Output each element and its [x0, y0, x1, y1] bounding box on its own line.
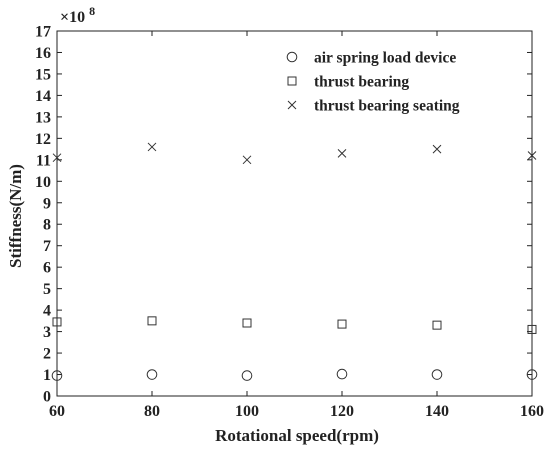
- series-square: [52, 316, 537, 334]
- y-tick-label: 1: [43, 367, 51, 384]
- legend: air spring load device thrust bearing thru…: [286, 50, 460, 115]
- x-tick-label: 100: [235, 403, 259, 420]
- data-point-circle: [431, 369, 443, 380]
- axes-layer: 60 80 100 120 140 160012345678910111213141516…: [35, 24, 544, 421]
- y-tick-label: 14: [35, 88, 51, 105]
- y-tick-label: 3: [43, 324, 51, 341]
- data-point-cross: [147, 142, 157, 152]
- y-tick-label: 11: [36, 152, 51, 169]
- legend-label: thrust bearing seating: [314, 98, 460, 115]
- y-axis-multiplier-base: ×10: [60, 9, 85, 26]
- data-point-square: [527, 324, 537, 334]
- x-tick-label: 160: [520, 403, 544, 420]
- y-tick-label: 7: [43, 238, 51, 255]
- plot-frame: [56, 30, 533, 397]
- data-point-circle: [241, 370, 253, 381]
- y-tick-label: 13: [35, 109, 51, 126]
- y-tick-label: 17: [35, 24, 51, 41]
- y-tick-label: 15: [35, 66, 51, 83]
- x-tick-label: 120: [330, 403, 354, 420]
- data-point-cross: [52, 153, 62, 163]
- y-tick-label: 2: [43, 346, 51, 363]
- x-tick-label: 60: [49, 403, 65, 420]
- y-tick-label: 6: [43, 260, 51, 277]
- legend-marker-cross: [287, 100, 297, 110]
- data-point-circle: [336, 368, 348, 380]
- x-axis-title: Rotational speed(rpm): [215, 426, 379, 445]
- data-point-square: [147, 316, 157, 326]
- y-tick-label: 0: [43, 389, 51, 406]
- y-tick-label: 5: [43, 281, 51, 298]
- data-point-square: [52, 317, 62, 327]
- data-point-circle: [526, 369, 538, 380]
- data-point-cross: [242, 155, 252, 165]
- data-point-circle: [51, 370, 63, 381]
- legend-label: air spring load device: [314, 50, 456, 67]
- y-tick-label: 12: [35, 131, 51, 148]
- x-tick-label: 80: [144, 403, 160, 420]
- data-point-square: [337, 319, 347, 329]
- y-axis-multiplier: ×10 8: [60, 4, 95, 26]
- y-tick-label: 4: [43, 303, 51, 320]
- y-axis-multiplier-exponent: 8: [89, 4, 95, 18]
- data-point-circle: [146, 369, 158, 380]
- data-point-cross: [527, 151, 537, 160]
- legend-marker-square: [287, 76, 297, 86]
- y-tick-label: 10: [35, 174, 51, 191]
- data-point-square: [432, 320, 442, 330]
- data-point-cross: [432, 144, 442, 154]
- y-axis-title: Stiffness(N/m): [6, 164, 25, 268]
- series-cross: [52, 142, 537, 165]
- legend-label: thrust bearing: [314, 74, 409, 91]
- legend-marker-circle: [286, 51, 298, 63]
- y-tick-label: 16: [35, 45, 51, 62]
- data-point-square: [242, 318, 252, 328]
- x-tick-label: 140: [425, 403, 449, 420]
- marks-layer: [51, 142, 538, 381]
- series-circle: [51, 368, 538, 381]
- y-tick-label: 9: [43, 195, 51, 212]
- y-tick-label: 8: [43, 217, 51, 234]
- data-point-cross: [337, 149, 347, 158]
